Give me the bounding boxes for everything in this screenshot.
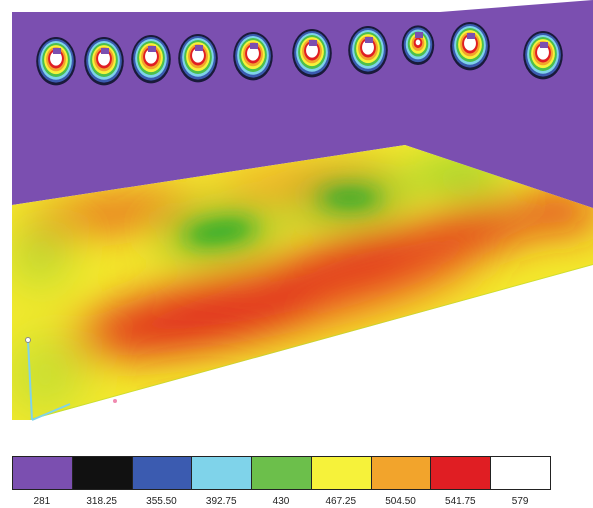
ceiling-fixture [401, 25, 435, 65]
legend-swatch [310, 456, 372, 490]
ceiling-fixtures [36, 22, 563, 86]
legend-tick-label: 430 [272, 496, 290, 507]
illuminance-scene [12, 0, 593, 421]
ceiling-fixture [131, 35, 171, 84]
legend-swatch [251, 456, 312, 490]
ceiling-fixture [233, 32, 273, 81]
legend-swatch [71, 456, 133, 490]
ceiling-fixture [292, 29, 332, 78]
ceiling-fixture [450, 22, 490, 71]
ceiling-fixture [36, 37, 76, 86]
legend-tick-label: 392.75 [205, 496, 237, 507]
ceiling-fixture [523, 31, 563, 80]
legend-swatch [131, 456, 193, 490]
legend-swatch [370, 456, 432, 490]
floor-heatmap [12, 145, 593, 420]
legend-swatch [490, 456, 551, 490]
legend-swatch [12, 456, 73, 490]
legend-tick-label: 579 [511, 496, 529, 507]
legend-tick-label: 504.50 [385, 496, 416, 507]
ceiling-fixture [348, 26, 388, 75]
legend-swatch [191, 456, 253, 490]
legend-swatch [430, 456, 492, 490]
legend-tick-label: 467.25 [325, 496, 357, 507]
ceiling-fixture [84, 37, 124, 86]
legend-tick-label: 355.50 [146, 496, 177, 507]
legend-tick-label: 541.75 [445, 496, 476, 507]
ceiling-fixture [178, 34, 218, 83]
legend-tick-label: 318.25 [86, 496, 117, 507]
legend-tick-label: 281 [33, 496, 51, 507]
color-legend: 281 318.25 355.50 392.75 430 467.25 504.50 541.… [0, 448, 593, 508]
axis-gizmo [25, 337, 117, 421]
